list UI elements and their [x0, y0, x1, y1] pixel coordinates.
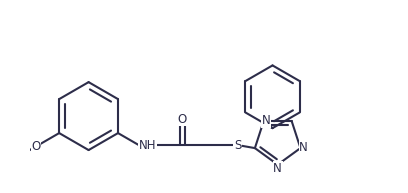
Text: O: O	[177, 113, 187, 126]
Text: O: O	[31, 140, 40, 153]
Text: N: N	[262, 114, 270, 127]
Text: S: S	[234, 139, 241, 152]
Text: N: N	[273, 162, 282, 175]
Text: NH: NH	[139, 139, 156, 152]
Text: N: N	[299, 141, 308, 154]
